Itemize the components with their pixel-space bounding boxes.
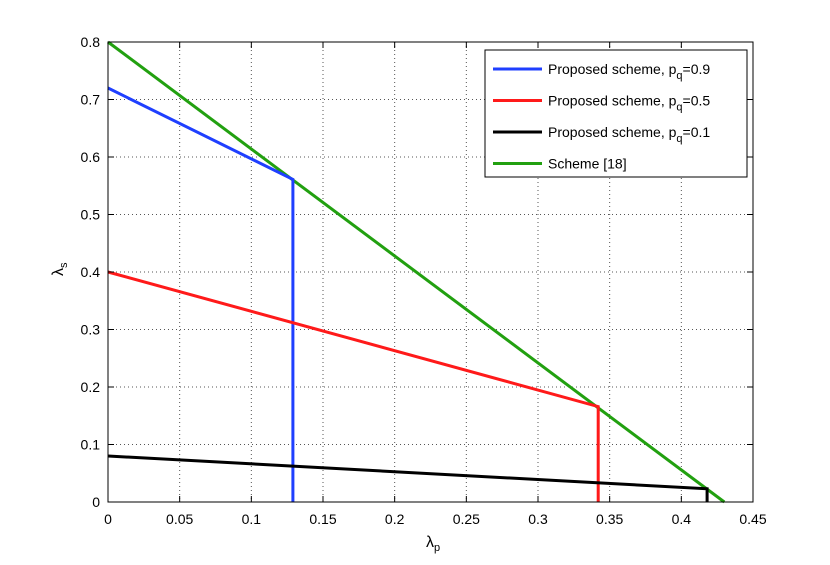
legend-label-1: Proposed scheme, pq=0.9: [548, 61, 710, 82]
y-tick-label: 0.5: [81, 207, 101, 223]
series-line-3: [107, 454, 709, 502]
series-line-4: [107, 40, 726, 504]
y-axis-label: λs: [50, 262, 70, 276]
x-tick-label: 0.05: [166, 511, 193, 527]
legend: Proposed scheme, pq=0.9 Proposed scheme, …: [484, 49, 748, 178]
y-tick-label: 0.1: [81, 437, 101, 453]
x-tick-label: 0.15: [309, 511, 336, 527]
x-tick-label: 0.25: [453, 511, 480, 527]
x-tick-label: 0: [104, 511, 112, 527]
ticks: [107, 41, 754, 503]
series-line-2: [107, 270, 600, 502]
y-tick-label: 0.8: [81, 34, 101, 50]
x-tick-label: 0.35: [596, 511, 623, 527]
y-tick-label: 0: [92, 494, 100, 510]
x-tick-label: 0.3: [528, 511, 548, 527]
series-line-1: [107, 86, 295, 502]
y-tick-label: 0.6: [81, 149, 101, 165]
x-tick-label: 0.2: [385, 511, 405, 527]
x-tick-label: 0.1: [242, 511, 262, 527]
legend-box: [484, 49, 748, 178]
x-tick-label: 0.4: [672, 511, 692, 527]
tick-labels: 0 0.05 0.1 0.15 0.2 0.25 0.3 0.35 0.4 0.45 0 0.1 0.2…: [81, 34, 767, 527]
y-tick-label: 0.3: [81, 322, 101, 338]
y-tick-label: 0.4: [81, 264, 101, 280]
y-tick-label: 0.7: [81, 92, 101, 108]
legend-label-3: Proposed scheme, pq=0.1: [548, 124, 710, 145]
y-tick-label: 0.2: [81, 379, 101, 395]
x-tick-label: 0.45: [739, 511, 766, 527]
legend-label-2: Proposed scheme, pq=0.5: [548, 93, 710, 114]
legend-label-4: Scheme [18]: [548, 156, 627, 172]
x-axis-label: λp: [426, 534, 440, 554]
series-layer: [107, 40, 726, 504]
